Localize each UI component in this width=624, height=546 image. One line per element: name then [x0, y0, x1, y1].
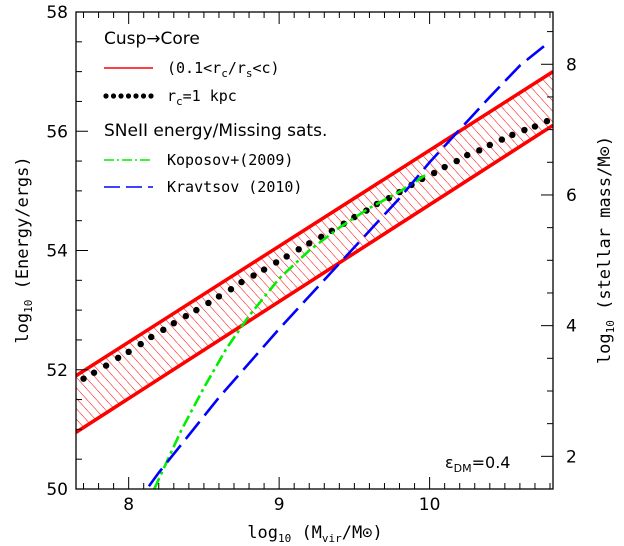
legend-dot-swatch: [118, 93, 124, 99]
dot-point: [306, 240, 313, 247]
dot-point: [193, 306, 200, 314]
band-lower-line: [76, 123, 553, 434]
dot-point: [160, 326, 167, 334]
dot-point: [90, 369, 98, 376]
legend-dot-swatch: [133, 93, 139, 99]
y-left-axis-label: log10 (Energy/ergs): [13, 156, 35, 343]
legend-koposov-label: Koposov+(2009): [167, 151, 293, 169]
dot-point: [102, 362, 110, 369]
dot-point: [453, 157, 460, 165]
dot-point: [182, 312, 190, 320]
legend-dot-swatch: [125, 93, 132, 99]
dot-point: [227, 286, 235, 293]
legend-dot-swatch: [110, 93, 117, 99]
dot-point: [498, 136, 506, 143]
dot-point: [205, 299, 212, 307]
legend-dot-swatch: [140, 93, 147, 99]
dot-point: [114, 354, 122, 362]
dot-point: [430, 169, 438, 177]
x-tick-label: 9: [274, 495, 285, 515]
x-tick-label: 8: [123, 495, 134, 515]
dot-point: [215, 293, 223, 300]
dot-point: [486, 141, 494, 149]
x-tick-label: 10: [419, 495, 441, 515]
dot-point: [250, 272, 257, 279]
x-axis-label: log10 (Mvir/M⊙): [247, 523, 383, 545]
dot-point: [125, 348, 132, 356]
legend-kravtsov-label: Kravtsov (2010): [167, 178, 302, 196]
y-right-axis-label: log10 (stellar mass/M⊙): [595, 136, 617, 364]
dot-point: [283, 253, 290, 260]
legend-dot-swatch: [148, 93, 154, 99]
dot-point: [441, 163, 448, 171]
dot-point: [531, 123, 539, 130]
y-left-tick-label: 58: [46, 3, 68, 23]
y-right-tick-label: 6: [566, 186, 577, 206]
legend-band-label: (0.1<rc/rs<c): [167, 59, 280, 80]
annotation-epsilon: εDM=0.4: [445, 453, 510, 475]
legend-dot-swatch: [103, 93, 109, 99]
y-right-tick-label: 2: [566, 447, 577, 467]
dot-point: [80, 375, 87, 382]
dot-point: [543, 117, 551, 125]
legend-dots-label: rc=1 kpc: [167, 87, 237, 108]
axes-frame: [75, 11, 554, 490]
dot-point: [464, 151, 471, 159]
dot-point: [509, 131, 516, 139]
dot-point: [170, 320, 178, 327]
dot-point: [318, 233, 325, 240]
y-left-tick-label: 54: [46, 242, 68, 262]
legend: Cusp→Core (0.1<rc/rs<c) rc=1 kpc SNeII ener…: [103, 29, 327, 196]
dot-point: [148, 333, 155, 341]
legend-header-cusp: Cusp→Core: [104, 29, 200, 49]
legend-header-sneii: SNeII energy/Missing sats.: [104, 121, 327, 141]
dot-point: [476, 147, 483, 154]
dot-point: [238, 278, 245, 286]
y-left-tick-label: 52: [46, 361, 68, 381]
band-upper-line: [76, 70, 553, 378]
dot-point: [137, 340, 144, 348]
y-left-tick-label: 50: [46, 480, 68, 500]
labels: 8 9 10 50 52 54 56 58 2 4 6 8 log10 (Mvir/M⊙) log10 (…: [13, 3, 617, 545]
plot-area: [76, 40, 553, 489]
dot-point: [272, 259, 280, 266]
dot-point: [260, 266, 268, 273]
y-right-tick-label: 8: [566, 55, 577, 75]
y-right-tick-label: 4: [566, 317, 577, 337]
y-left-tick-label: 56: [46, 122, 68, 142]
dot-point: [295, 246, 302, 253]
band-fill: [76, 71, 553, 433]
kravtsov-line: [145, 40, 551, 489]
dot-point: [521, 126, 528, 134]
